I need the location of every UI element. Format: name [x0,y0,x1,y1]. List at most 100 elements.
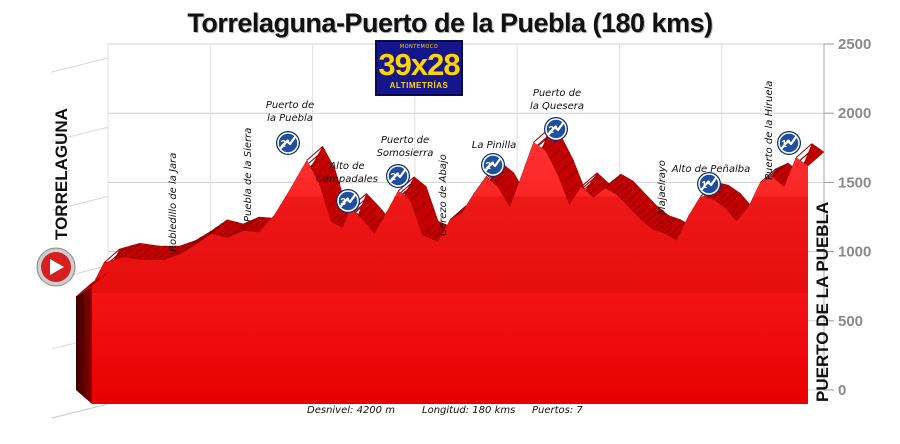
profile-band [92,196,808,294]
start-label: TORRELAGUNA [52,108,71,240]
brand-logo: MONTEMOCO 39x28 ALTIMETRÍAS [375,40,463,96]
ribbon-hatch [221,222,239,237]
ribbon-hatch [497,172,515,188]
category-badge-2: 2ª [276,131,300,155]
ribbon-hatch [584,176,602,191]
floor-edge [51,403,109,419]
ribbon-hatch [632,197,650,213]
pass-label-5: Cerezo de Abajo [438,154,449,236]
category-badge-4: 2ª [386,164,410,188]
ribbon-hatch [449,205,467,221]
logo-main-text: 39x28 [378,47,460,82]
gridline-left-2500 [51,57,109,73]
pass-label-4-line-0: Puerto de [381,135,429,146]
ribbon-hatch [620,184,638,200]
ribbon-hatch [179,240,196,255]
ribbon-hatch [248,217,265,232]
profile-front-face [92,142,808,404]
badge-mountain-icon [339,193,357,208]
pass-label-3-line-0: Alto de [328,161,364,172]
ribbon-hatch [168,243,186,259]
ribbon-hatch [421,220,439,236]
pass-label-3-line-1: Campadales [316,174,378,185]
ribbon-hatch [200,226,218,242]
ribbon-hatch [795,143,813,159]
profile-left-top [76,272,108,297]
ribbon-hatch [123,242,141,258]
ribbon-hatch [664,219,682,235]
pass-label-2-line-0: Puerto de [266,100,314,111]
ribbon-hatch [189,233,207,249]
pass-label-8: Majaelrayo [657,160,668,215]
badge-category-text: 2ª [548,125,558,136]
ribbon-hatch [561,170,578,185]
ribbon-hatch [763,166,781,182]
ribbon-hatch [232,221,249,236]
ribbon-hatch [712,184,729,200]
footer-puertos: Puertos: 7 [532,405,583,416]
ribbon-hatch [370,214,387,230]
category-badge-3: 3ª [336,189,360,213]
ribbon-hatch [656,216,674,232]
ribbon-hatch [184,236,202,252]
play-arrow-icon [50,259,64,275]
category-badges: 2ª 3ª 2ª 2ª 2ª 1ª 1ª [276,117,801,213]
pass-label-1: Puebla de la Sierra [243,128,254,222]
gridline-left-2000 [51,126,109,142]
badge-category-text: 2ª [280,139,290,150]
ytick-label-2500: 2500 [838,36,871,53]
category-badge-7: 2ª [544,117,568,141]
ribbon-hatch [216,220,233,236]
ribbon-hatch [668,221,686,237]
ytick-label-500: 500 [838,313,863,330]
ribbon-hatch [163,245,180,261]
ribbon-hatch [306,146,324,161]
ribbon-hatch [103,248,121,264]
category-badge-6: 2ª [481,153,505,177]
ytick-label-2000: 2000 [838,105,871,122]
end-label: PUERTO DE LA PUEBLA [813,202,832,402]
ribbon-hatch [799,146,817,161]
ribbon-hatch [608,176,626,191]
badge-mountain-icon [484,157,502,172]
ribbon-hatch [628,193,646,208]
footer-longitud: Longitud: 180 kms [422,405,516,416]
ribbon-hatch [636,201,654,217]
badge-mountain-icon [700,176,718,191]
profile-left-side [76,286,92,404]
badge-mountain-icon [279,135,297,150]
pass-label-9-line-0: Alto de Peñalba [671,164,750,175]
ribbon-hatch [427,223,444,238]
ribbon-hatch [588,179,606,195]
chart-title: Torrelaguna-Puerto de la Puebla (180 kms… [187,8,713,38]
ribbon-hatch [253,217,271,233]
ribbon-hatch [116,244,134,260]
ribbon-hatch [195,230,212,246]
ribbon-hatch [130,243,147,259]
ribbon-hatch [409,186,427,201]
pass-label-2-line-1: la Puebla [267,113,313,124]
ribbon-hatch [652,215,670,230]
ytick-label-1500: 1500 [838,174,871,191]
ribbon-hatch [565,180,582,195]
ribbon-hatch [358,201,375,217]
badge-category-text: 2ª [390,172,400,183]
pass-labels: Robledillo de la Jara Puebla de la Sierra… [168,81,775,252]
ribbon-hatch [644,208,662,224]
ribbon-hatch [362,205,379,221]
ribbon-hatch [405,182,423,198]
logo-top-text: MONTEMOCO [399,44,439,50]
ribbon-hatch [720,190,737,206]
badge-category-text: 1ª [781,139,791,150]
ribbon-hatch [549,144,566,159]
ribbon-hatch [314,160,332,176]
logo-sub-text: ALTIMETRÍAS [389,81,449,90]
ribbon-hatch [318,168,336,183]
ribbon-hatch [493,169,511,184]
ribbon-hatch [136,244,154,260]
pass-label-4-line-1: Somosierra [377,148,434,159]
ytick-label-0: 0 [838,382,846,399]
ribbon-hatch [624,188,642,204]
pass-label-7-line-1: la Quesera [530,101,584,112]
ribbon-hatch [322,181,340,196]
